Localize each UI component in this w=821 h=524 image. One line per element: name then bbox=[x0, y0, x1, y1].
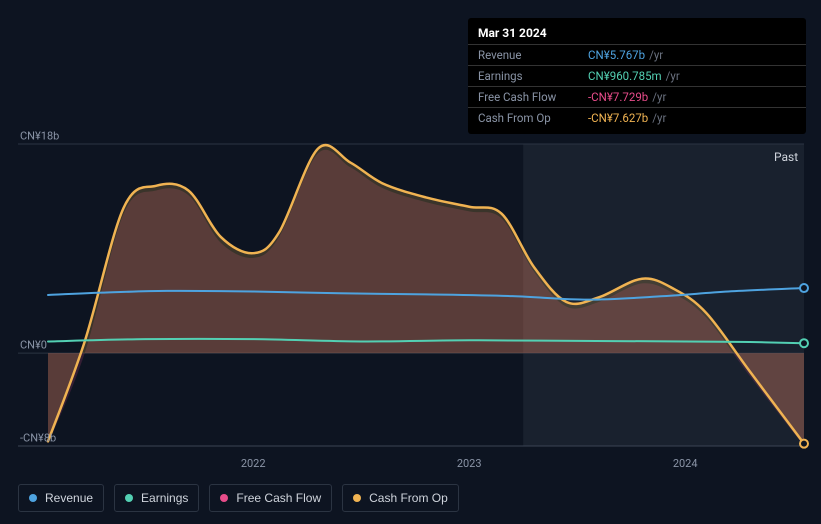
x-tick-label: 2023 bbox=[457, 457, 482, 470]
x-tick-label: 2024 bbox=[673, 457, 698, 470]
tooltip-row-unit: /yr bbox=[652, 111, 666, 125]
legend-item-earnings[interactable]: Earnings bbox=[114, 484, 199, 512]
tooltip-row: EarningsCN¥960.785m/yr bbox=[468, 65, 806, 86]
legend-dot-icon bbox=[29, 494, 37, 502]
past-label: Past bbox=[774, 150, 798, 164]
tooltip-row-unit: /yr bbox=[652, 90, 666, 104]
tooltip-row: RevenueCN¥5.767b/yr bbox=[468, 44, 806, 65]
y-tick-label: CN¥18b bbox=[20, 130, 59, 143]
tooltip-row: Free Cash Flow-CN¥7.729b/yr bbox=[468, 86, 806, 107]
tooltip-date: Mar 31 2024 bbox=[468, 24, 806, 44]
legend-item-revenue[interactable]: Revenue bbox=[18, 484, 104, 512]
tooltip-row-label: Earnings bbox=[478, 69, 588, 83]
tooltip-row-unit: /yr bbox=[666, 69, 680, 83]
x-tick-label: 2022 bbox=[241, 457, 266, 470]
tooltip-row-label: Revenue bbox=[478, 48, 588, 62]
legend-dot-icon bbox=[125, 494, 133, 502]
legend-dot-icon bbox=[353, 494, 361, 502]
legend-dot-icon bbox=[220, 494, 228, 502]
legend-item-cfo[interactable]: Cash From Op bbox=[342, 484, 459, 512]
tooltip-row: Cash From Op-CN¥7.627b/yr bbox=[468, 107, 806, 128]
legend-item-label: Earnings bbox=[141, 491, 188, 505]
tooltip-row-label: Cash From Op bbox=[478, 111, 588, 125]
y-tick-label: CN¥0 bbox=[20, 339, 47, 352]
y-tick-label: -CN¥8b bbox=[20, 432, 56, 445]
tooltip-row-label: Free Cash Flow bbox=[478, 90, 588, 104]
legend: Revenue Earnings Free Cash Flow Cash From O… bbox=[18, 484, 459, 512]
legend-item-fcf[interactable]: Free Cash Flow bbox=[209, 484, 332, 512]
cfo-end-marker bbox=[800, 440, 808, 448]
tooltip-row-value: CN¥960.785m bbox=[588, 69, 662, 83]
tooltip-row-value: -CN¥7.729b bbox=[588, 90, 648, 104]
hover-tooltip: Mar 31 2024 RevenueCN¥5.767b/yrEarningsC… bbox=[468, 18, 806, 134]
earnings-end-marker bbox=[800, 339, 808, 347]
legend-item-label: Cash From Op bbox=[369, 491, 448, 505]
revenue-end-marker bbox=[800, 284, 808, 292]
tooltip-row-value: -CN¥7.627b bbox=[588, 111, 648, 125]
tooltip-row-value: CN¥5.767b bbox=[588, 48, 645, 62]
legend-item-label: Free Cash Flow bbox=[236, 491, 321, 505]
legend-item-label: Revenue bbox=[45, 491, 93, 505]
tooltip-row-unit: /yr bbox=[649, 48, 663, 62]
financials-chart: CN¥18b CN¥0 -CN¥8b 2022 2023 2024 Past Mar 3… bbox=[0, 0, 821, 524]
